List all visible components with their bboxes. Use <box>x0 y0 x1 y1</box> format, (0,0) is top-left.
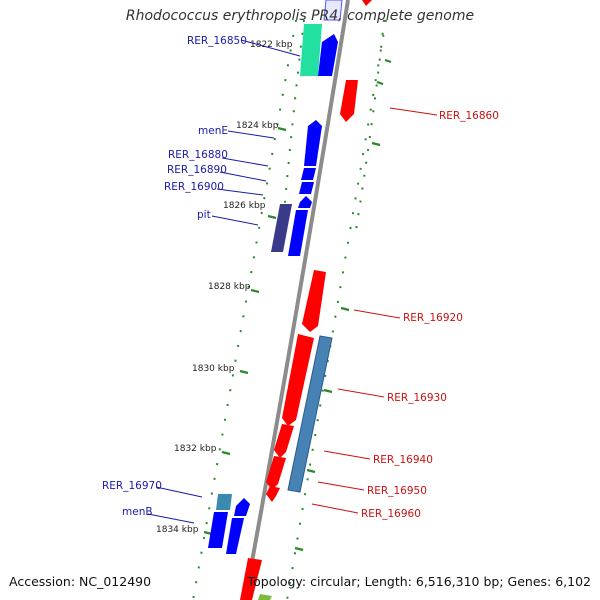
gene-pit-arrow[interactable] <box>271 204 292 252</box>
gene-rer-16930-bar[interactable] <box>287 335 333 493</box>
leader-line <box>323 450 371 460</box>
gene-label-rer-16950[interactable]: RER_16950 <box>367 485 427 497</box>
leader-line <box>227 130 275 139</box>
gene-label-rer-16860[interactable]: RER_16860 <box>439 110 499 122</box>
leader-line <box>337 388 385 398</box>
kbp-ticks: 1822 kbp 1824 kbp 1826 kbp 1828 kbp 1830… <box>156 40 293 535</box>
genome-backbone <box>243 0 350 600</box>
gene-label-rer-16970[interactable]: RER_16970 <box>102 480 162 492</box>
gene-mene-arrow[interactable] <box>304 120 322 166</box>
gene-bottom-reverse-arrow[interactable] <box>240 558 262 600</box>
genome-title: Rhodococcus erythropolis PR4, complete g… <box>125 8 475 24</box>
genome-summary-text: Topology: circular; Length: 6,516,310 bp… <box>247 574 591 589</box>
kbp-tick-label: 1832 kbp <box>174 444 217 454</box>
kbp-tick-label: 1830 kbp <box>192 364 235 374</box>
gene-rer-16950-arrow[interactable] <box>266 456 286 490</box>
gene-label-mene[interactable]: menE <box>198 125 228 137</box>
kbp-tick-label: 1826 kbp <box>223 201 266 211</box>
gc-track-right-upper <box>355 19 385 231</box>
gene-label-rer-16960[interactable]: RER_16960 <box>361 508 421 520</box>
reverse-strand-genes[interactable] <box>240 0 372 600</box>
gene-rer-16940-arrow[interactable] <box>274 424 294 458</box>
leader-line <box>317 481 365 491</box>
gene-rer-16860-arrow[interactable] <box>340 80 358 122</box>
leader-line <box>216 188 264 196</box>
gene-labels-right[interactable]: RER_16860 RER_16920 RER_16930 RER_16940 … <box>311 107 499 520</box>
gene-label-rer-16930[interactable]: RER_16930 <box>387 392 447 404</box>
gene-top-reverse-arrow[interactable] <box>362 0 372 6</box>
gene-rer-16850-arrow-c[interactable] <box>323 0 343 21</box>
gene-label-rer-16880[interactable]: RER_16880 <box>168 149 228 161</box>
gene-menb-arrow-b[interactable] <box>226 518 244 554</box>
leader-line <box>155 486 203 498</box>
gene-label-rer-16890[interactable]: RER_16890 <box>167 164 227 176</box>
gene-rer-16970-arrow[interactable] <box>216 494 232 510</box>
gene-bottom-green-arrow[interactable] <box>258 594 272 600</box>
leader-line <box>353 309 401 319</box>
gene-rer-16960-arrow[interactable] <box>266 486 280 502</box>
kbp-tick-label: 1822 kbp <box>250 40 293 50</box>
gc-dashes <box>203 58 392 552</box>
gene-rer-16850-arrow[interactable] <box>300 24 322 76</box>
gene-menb-arrow[interactable] <box>208 512 228 548</box>
leader-line <box>219 171 267 182</box>
forward-strand-genes[interactable] <box>208 0 343 554</box>
gene-rer-16930-arrow[interactable] <box>282 334 314 426</box>
gene-rer-16850-arrow-b[interactable] <box>318 34 338 76</box>
gene-label-rer-16900[interactable]: RER_16900 <box>164 181 224 193</box>
gc-track-left-upper <box>281 19 305 236</box>
gene-label-menb[interactable]: menB <box>122 506 153 518</box>
gene-rer-16900-arrow[interactable] <box>298 196 312 208</box>
gene-pit-arrow-b[interactable] <box>288 210 308 256</box>
kbp-tick-label: 1824 kbp <box>236 121 279 131</box>
gene-rer-16920-arrow[interactable] <box>302 270 326 332</box>
gene-label-rer-16920[interactable]: RER_16920 <box>403 312 463 324</box>
leader-line <box>311 503 359 514</box>
kbp-tick-label: 1828 kbp <box>208 282 251 292</box>
gene-rer-16880-arrow[interactable] <box>301 168 316 180</box>
gene-rer-16890-arrow[interactable] <box>299 182 314 194</box>
leader-line <box>389 107 438 116</box>
gene-label-pit[interactable]: pit <box>197 209 211 221</box>
leader-line <box>221 157 269 167</box>
gene-label-rer-16940[interactable]: RER_16940 <box>373 454 433 466</box>
gene-label-rer-16850[interactable]: RER_16850 <box>187 35 247 47</box>
gene-labels-left[interactable]: RER_16850 menE RER_16880 RER_16890 RER_1… <box>102 35 301 524</box>
leader-line <box>211 215 259 226</box>
gene-rer-16970-arrow-b[interactable] <box>234 498 250 516</box>
leader-line <box>240 39 301 57</box>
leader-line <box>147 513 195 524</box>
accession-text: Accession: NC_012490 <box>9 574 152 589</box>
kbp-tick-label: 1834 kbp <box>156 525 199 535</box>
